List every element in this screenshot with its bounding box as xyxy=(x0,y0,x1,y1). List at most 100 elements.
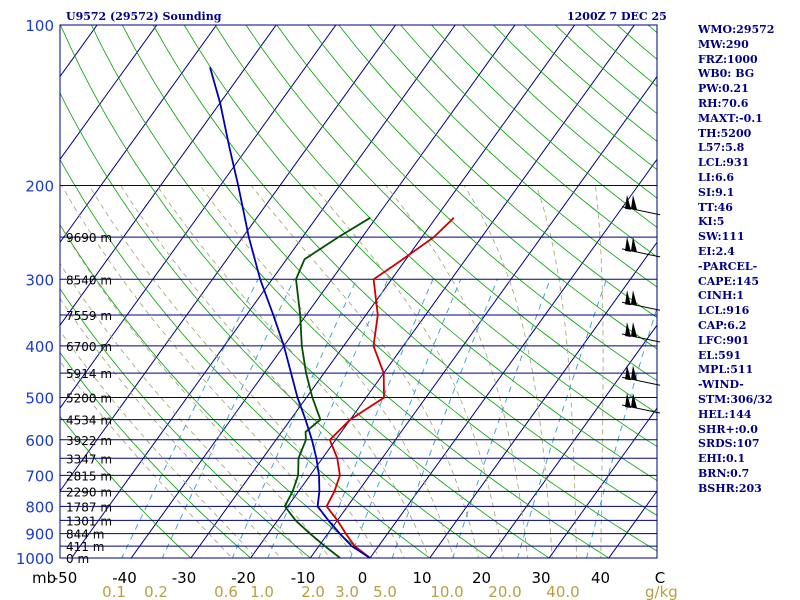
temperature-tick-label: -50 xyxy=(53,569,78,587)
valid-time: 1200Z 7 DEC 25 xyxy=(567,10,667,23)
height-label: 1787 m xyxy=(66,500,112,514)
moist-adiabat-36 xyxy=(536,185,577,558)
moist-adiabat-28 xyxy=(385,185,529,558)
height-label: 4534 m xyxy=(66,414,112,428)
index-item: MPL:511 xyxy=(698,363,754,377)
temperature-tick-label: 10 xyxy=(412,569,431,587)
moist-adiabat--8 xyxy=(60,262,306,558)
height-label: 9690 m xyxy=(66,231,112,245)
dry-adiabat-0 xyxy=(60,223,371,558)
wind-barbs xyxy=(621,194,661,414)
height-label: 2290 m xyxy=(66,485,112,499)
index-item: SRDS:107 xyxy=(698,437,760,451)
profiles xyxy=(209,66,455,558)
index-item: WMO:29572 xyxy=(698,23,775,36)
wind-barb-flag xyxy=(625,322,631,338)
wind-barb-flag xyxy=(631,236,637,252)
height-label: 411 m xyxy=(66,540,104,554)
wind-barb xyxy=(621,290,661,311)
pressure-tick-label: 100 xyxy=(25,17,54,35)
temperature-tick-label: 20 xyxy=(472,569,491,587)
mixing-ratio-line xyxy=(161,279,295,558)
indices-panel: WMO:29572 MW:290 FRZ:1000 WB0: BG PW:0.21 RH:… xyxy=(698,23,798,497)
temperature-tick-label: 30 xyxy=(531,569,550,587)
mixing-ratio-tick-label: 40.0 xyxy=(546,583,579,600)
index-item: HEL:144 xyxy=(698,407,752,421)
dry-adiabat--30 xyxy=(60,415,192,558)
temperature-ticks: -50 -40 -30 -20 -10 0 10 20 30 40 C xyxy=(53,569,665,587)
isotherm--100 xyxy=(60,25,158,161)
mixing-ratio-line xyxy=(121,279,259,558)
pressure-tick-label: 900 xyxy=(25,526,54,544)
index-item: EL:591 xyxy=(698,348,742,362)
isotherm-20 xyxy=(488,324,657,558)
index-item: MW:290 xyxy=(698,37,749,51)
index-item: SHR+:0.0 xyxy=(698,422,758,436)
temperature-profile xyxy=(325,217,455,558)
mixing-ratio-tick-label: 0.1 xyxy=(102,583,126,600)
moist-adiabat--12 xyxy=(60,297,282,558)
pressure-tick-label: 600 xyxy=(25,432,54,450)
pressure-unit-label: mb xyxy=(32,569,56,587)
index-item: -WIND- xyxy=(698,378,744,392)
moist-adiabat-0 xyxy=(61,185,356,558)
dry-adiabat-30 xyxy=(60,25,550,558)
index-item: BSHR:203 xyxy=(698,481,762,495)
index-item: -PARCEL- xyxy=(698,259,758,273)
index-item: PW:0.21 xyxy=(698,82,749,96)
pressure-tick-label: 400 xyxy=(25,338,54,356)
moist-adiabat-40 xyxy=(595,185,604,558)
height-label: 3347 m xyxy=(66,452,112,466)
height-label: 1301 m xyxy=(66,514,112,528)
isotherm--40 xyxy=(130,25,516,558)
wind-barb xyxy=(621,194,661,216)
plot-border xyxy=(59,24,658,559)
isobars xyxy=(60,24,657,559)
dry-adiabat-60 xyxy=(152,25,657,516)
wind-barb xyxy=(621,393,661,414)
mixing-ratio-tick-label: 0.2 xyxy=(144,583,168,600)
isotherm--60 xyxy=(60,25,397,492)
mixing-ratio-tick-label: 2.0 xyxy=(301,583,325,600)
moist-adiabat-32 xyxy=(463,185,553,558)
mixing-ratio-tick-label: 20.0 xyxy=(488,583,521,600)
temperature-tick-label: -40 xyxy=(112,569,137,587)
moist-adiabat-16 xyxy=(199,185,455,558)
pressure-ticks: 100 200 300 400 500 600 700 800 900 1000 xyxy=(16,17,54,568)
index-item: LCL:916 xyxy=(698,304,750,318)
mixing-ratio-tick-label: 0.6 xyxy=(214,583,238,600)
index-item: CINH:1 xyxy=(698,289,745,303)
height-labels: 9690 m 8540 m 7559 m 6700 m 5914 m 5200 m 4534… xyxy=(66,231,112,566)
index-item: STM:306/32 xyxy=(698,392,773,406)
mixing-ratio-line xyxy=(267,279,389,558)
isotherm-30 xyxy=(548,407,657,558)
index-item: WB0: BG xyxy=(698,67,755,81)
temperature-tick-label: 0 xyxy=(358,569,368,587)
dry-adiabat--10 xyxy=(60,288,311,558)
pressure-tick-label: 800 xyxy=(25,498,54,516)
wind-barb-flag xyxy=(625,236,631,252)
isotherm--70 xyxy=(60,25,337,409)
wind-barb xyxy=(621,236,661,258)
mixing-ratio-line xyxy=(349,279,462,558)
mixing-ratio-tick-label: 5.0 xyxy=(373,583,397,600)
index-item: EHI:0.1 xyxy=(698,452,746,466)
mixing-ratio-line xyxy=(231,279,358,558)
index-item: L57:5.8 xyxy=(698,141,745,155)
index-item: CAPE:145 xyxy=(698,274,759,288)
station-title: U9572 (29572) Sounding xyxy=(66,10,222,23)
mixing-ratio-tick-label: 10.0 xyxy=(430,583,463,600)
pressure-tick-label: 1000 xyxy=(16,550,54,568)
mixing-ratio-tick-label: 1.0 xyxy=(250,583,274,600)
dry-adiabat-90 xyxy=(245,25,657,414)
wind-barb xyxy=(621,322,661,343)
index-item: SW:111 xyxy=(698,230,745,244)
wind-barb xyxy=(621,365,661,386)
dry-adiabat-110 xyxy=(307,25,657,350)
isotherm-0 xyxy=(369,158,657,558)
isotherm--90 xyxy=(60,25,218,244)
wind-barb-flag xyxy=(631,194,637,210)
temperature-tick-label: -20 xyxy=(231,569,256,587)
wind-barb-flag xyxy=(631,393,637,409)
